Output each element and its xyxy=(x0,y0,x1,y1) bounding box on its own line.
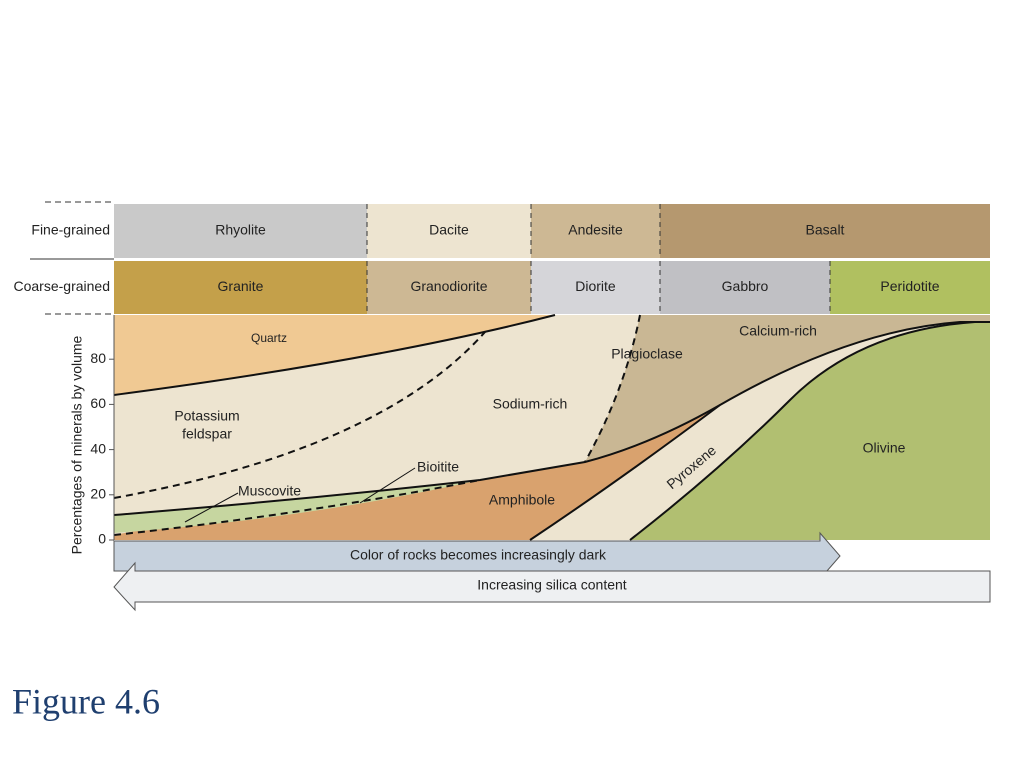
rock-name: Granodiorite xyxy=(410,278,487,294)
rock-name: Dacite xyxy=(429,222,469,238)
mineral-label: Potassium xyxy=(174,408,239,424)
mineral-label: Muscovite xyxy=(238,483,301,499)
calcium-region xyxy=(585,315,990,462)
rock-name: Granite xyxy=(218,278,264,294)
rock-cell xyxy=(114,204,367,258)
rock-cell xyxy=(531,204,660,258)
rock-name: Basalt xyxy=(806,222,845,238)
arrow xyxy=(113,561,991,612)
y-tick-label: 0 xyxy=(98,531,106,547)
rock-cell xyxy=(660,204,990,258)
mineral-label: Sodium-rich xyxy=(493,396,568,412)
mineral-label: Olivine xyxy=(863,440,906,456)
mineral-label: Bioitite xyxy=(417,459,459,475)
rock-name: Peridotite xyxy=(880,278,939,294)
caption: Figure 4.6 xyxy=(12,681,160,721)
rock-name: Andesite xyxy=(568,222,623,238)
rock-cell xyxy=(660,261,830,314)
boundary xyxy=(529,404,721,541)
amphibole-region xyxy=(114,405,720,540)
row-label: Coarse-grained xyxy=(14,278,111,294)
row-label: Fine-grained xyxy=(31,222,110,238)
rock-name: Gabbro xyxy=(722,278,769,294)
leader xyxy=(184,492,239,523)
rock-cell xyxy=(367,204,531,258)
boundary xyxy=(113,321,990,516)
boundary xyxy=(113,479,481,536)
mineral-label: Calcium-rich xyxy=(739,323,817,339)
quartz-region xyxy=(114,315,555,395)
muscovite-region xyxy=(114,480,480,533)
mineral-label: Amphibole xyxy=(489,492,555,508)
y-axis-label: Percentages of minerals by volume xyxy=(69,335,85,554)
y-ticks: 0 20 40 60 80 xyxy=(90,350,114,547)
arrow-label: Increasing silica content xyxy=(477,577,627,593)
boundary xyxy=(584,314,641,463)
rock-cell xyxy=(830,261,990,314)
y-tick-label: 60 xyxy=(90,395,106,411)
y-tick-label: 20 xyxy=(90,486,106,502)
leader xyxy=(359,467,416,504)
rock-cell xyxy=(367,261,531,314)
rock-table: Fine-grained Rhyolite Dacite Andesite Basalt… xyxy=(14,204,990,314)
mineral-label: feldspar xyxy=(182,426,232,442)
y-tick-label: 80 xyxy=(90,350,106,366)
mineral-label: Quartz xyxy=(251,331,287,345)
olivine-region xyxy=(630,322,990,540)
mineral-label: Plagioclase xyxy=(611,346,683,362)
rock-name: Diorite xyxy=(575,278,616,294)
boundary xyxy=(629,321,976,541)
rock-cell xyxy=(531,261,660,314)
y-tick-label: 40 xyxy=(90,440,106,456)
mineral-chart: Quartz Potassium feldspar Sodium-rich Pl… xyxy=(69,314,990,554)
rock-name: Rhyolite xyxy=(215,222,266,238)
arrow-label: Color of rocks becomes increasingly dark xyxy=(350,547,607,563)
boundary xyxy=(113,314,556,396)
rock-cell xyxy=(114,261,367,314)
